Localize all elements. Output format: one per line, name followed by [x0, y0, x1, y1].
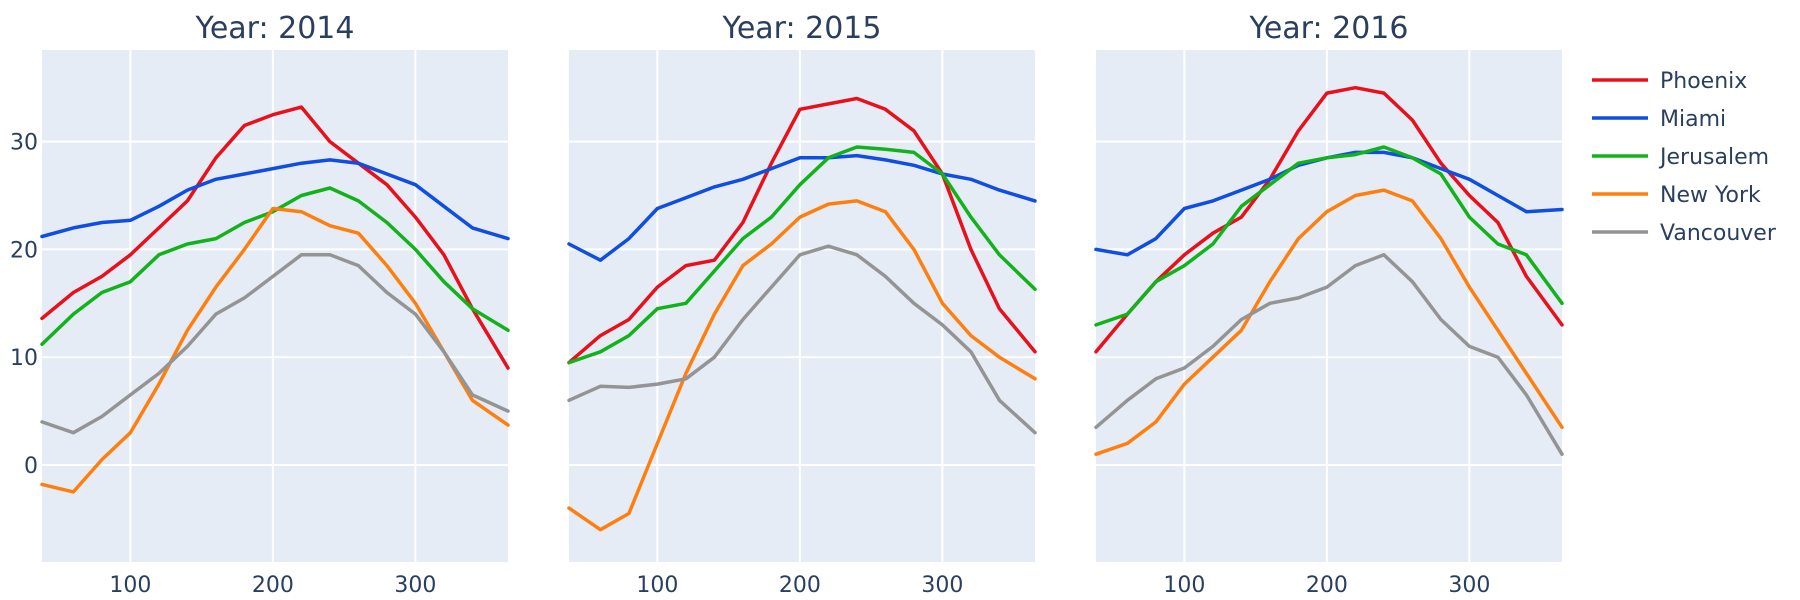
- subplot-1: 100 200 300 0 10 20 30 Year: 2014: [10, 11, 510, 598]
- subplot-3: 100 200 300 Year: 2016: [1094, 11, 1564, 598]
- legend-item-vancouver[interactable]: Vancouver: [1592, 221, 1777, 246]
- legend-label: Jerusalem: [1658, 145, 1769, 170]
- legend-label: Miami: [1660, 107, 1726, 132]
- series-line-miami: [40, 158, 510, 241]
- x-tick-label: 300: [394, 573, 436, 598]
- series-line-new-york: [1094, 188, 1564, 456]
- legend-label: New York: [1660, 183, 1761, 208]
- series-line-jerusalem: [40, 186, 510, 347]
- series-line-vancouver: [1094, 253, 1564, 456]
- y-tick-label: 10: [10, 346, 38, 371]
- series-line-jerusalem: [567, 145, 1037, 365]
- x-tick-label: 100: [109, 573, 151, 598]
- subplot-title: Year: 2014: [195, 11, 355, 46]
- subplots: 100 200 300 0 10 20 30 Year: 2014 100 200 300 Year:…: [10, 11, 1564, 598]
- x-tick-label: 200: [779, 573, 821, 598]
- y-tick-label: 0: [24, 454, 38, 479]
- series-line-miami: [567, 153, 1037, 262]
- legend-label: Phoenix: [1660, 69, 1747, 94]
- series-line-jerusalem: [1094, 145, 1564, 327]
- legend-label: Vancouver: [1660, 221, 1777, 246]
- plot-area: [569, 50, 1035, 562]
- series-line-vancouver: [40, 253, 510, 435]
- series-line-new-york: [567, 199, 1037, 532]
- x-tick-label: 300: [1448, 573, 1490, 598]
- series-line-phoenix: [1094, 85, 1564, 354]
- y-tick-label: 30: [10, 131, 38, 156]
- x-tick-label: 200: [252, 573, 294, 598]
- x-tick-label: 200: [1306, 573, 1348, 598]
- series-line-phoenix: [40, 105, 510, 370]
- series-line-vancouver: [567, 244, 1037, 435]
- series-line-new-york: [40, 206, 510, 494]
- legend: Phoenix Miami Jerusalem New York Vancouver: [1592, 69, 1777, 246]
- plot-area: [1096, 50, 1562, 562]
- x-tick-label: 100: [1163, 573, 1205, 598]
- x-tick-label: 100: [636, 573, 678, 598]
- series-line-phoenix: [567, 96, 1037, 365]
- x-tick-label: 300: [921, 573, 963, 598]
- legend-item-miami[interactable]: Miami: [1592, 107, 1726, 132]
- y-tick-label: 20: [10, 238, 38, 263]
- subplot-title: Year: 2015: [722, 11, 882, 46]
- subplot-title: Year: 2016: [1249, 11, 1409, 46]
- legend-item-jerusalem[interactable]: Jerusalem: [1592, 145, 1769, 170]
- legend-item-phoenix[interactable]: Phoenix: [1592, 69, 1747, 94]
- legend-item-new-york[interactable]: New York: [1592, 183, 1761, 208]
- plot-area: [42, 50, 508, 562]
- subplot-2: 100 200 300 Year: 2015: [567, 11, 1037, 598]
